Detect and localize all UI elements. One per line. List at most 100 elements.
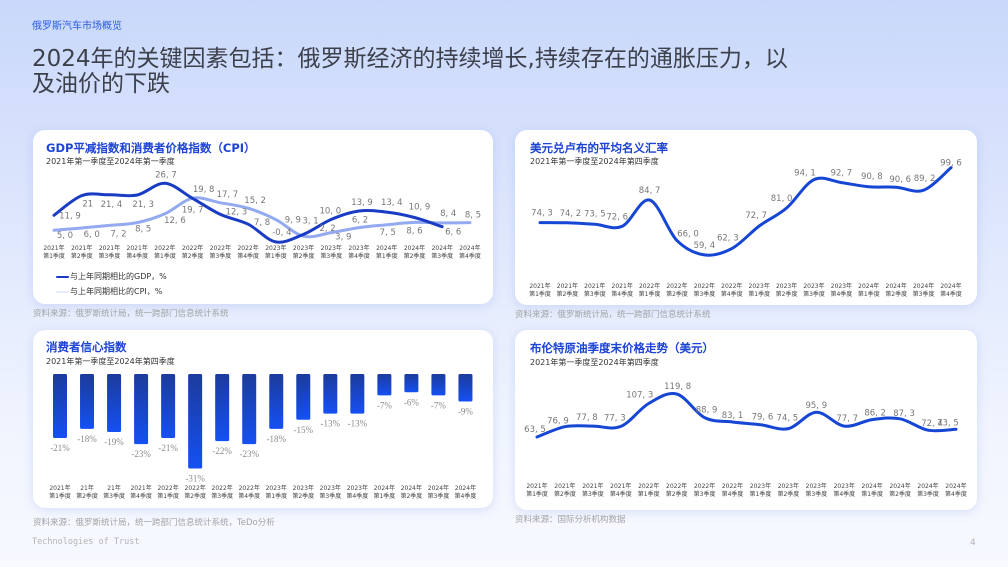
data-label: 7, 5 — [380, 228, 396, 238]
x-axis-year-label: 2024年 — [455, 484, 476, 492]
bar — [107, 374, 122, 432]
x-axis-year-label: 2022年 — [212, 484, 233, 492]
data-label: 90, 8 — [861, 172, 883, 182]
x-axis-year-label: 2021年 — [71, 244, 92, 252]
x-axis-quarter-label: 第4季度 — [459, 252, 481, 260]
section-category: 俄罗斯汽车市场概览 — [32, 21, 122, 32]
x-axis-quarter-label: 第3季度 — [917, 490, 939, 498]
chart-title: 美元兑卢布的平均名义汇率 — [530, 141, 668, 155]
consumer-confidence-bar-chart: 2021年第1季度21年第2季度21年第3季度2021年第4季度2022年第1季… — [49, 374, 476, 500]
x-axis-year-label: 2023年 — [320, 484, 341, 492]
data-label: 77, 8 — [576, 413, 598, 423]
bar-value-label: -7% — [377, 400, 392, 410]
x-axis-year-label: 2022年 — [694, 282, 715, 290]
x-axis-quarter-label: 第1季度 — [49, 492, 71, 500]
data-label: 84, 7 — [639, 186, 661, 196]
x-axis-quarter-label: 第2季度 — [71, 252, 93, 260]
data-label: 15, 2 — [244, 196, 266, 206]
x-axis-quarter-label: 第3季度 — [211, 492, 233, 500]
x-axis-year-label: 2023年 — [750, 482, 771, 490]
x-axis-year-label: 2023年 — [749, 282, 770, 290]
bar-value-label: -23% — [131, 449, 151, 459]
bar-value-label: -19% — [104, 437, 124, 447]
x-axis-year-label: 2022年 — [157, 484, 178, 492]
x-axis-year-label: 2024年 — [432, 244, 453, 252]
chart-subtitle: 2021年第一季度至2024年第四季度 — [530, 157, 659, 166]
data-label: 7, 2 — [110, 229, 126, 239]
data-label: 19, 7 — [182, 205, 204, 215]
data-label: 73, 5 — [584, 209, 606, 219]
x-axis-year-label: 2022年 — [721, 282, 742, 290]
data-label: 7, 8 — [254, 218, 270, 228]
x-axis-year-label: 2024年 — [862, 482, 883, 490]
x-axis-year-label: 2023年 — [347, 484, 368, 492]
x-axis-year-label: 2023年 — [834, 482, 855, 490]
usd-rub-chart-card: 美元兑卢布的平均名义汇率 2021年第一季度至2024年第四季度 2021年 第1… — [515, 130, 977, 305]
bar — [161, 374, 176, 439]
source-note-usd-rub: 资料来源：俄罗斯统计局，统一跨部门信息统计系统 — [515, 310, 711, 320]
chart-subtitle: 2021年第一季度至2024年第四季度 — [46, 357, 175, 366]
brent-chart-card: 布伦特原油季度末价格走势（美元） 2021年第一季度至2024年第四季度 202… — [515, 330, 977, 510]
consumer-confidence-chart-card: 消费者信心指数 2021年第一季度至2024年第四季度 2021年 第1季度 21年… — [33, 330, 493, 508]
x-axis-quarter-label: 第4季度 — [940, 290, 962, 298]
x-axis-year-label: 2024年 — [376, 244, 397, 252]
x-axis-quarter-label: 第2季度 — [76, 492, 98, 500]
x-axis-year-label: 2024年 — [889, 482, 910, 490]
x-axis-quarter-label: 第1季度 — [858, 290, 880, 298]
data-label: 86, 2 — [864, 409, 886, 419]
x-axis-quarter-label: 第2季度 — [293, 252, 315, 260]
gdp-cpi-line-chart: 2021年第1季度2021年第2季度2021年第3季度2021年第4季度2022… — [43, 170, 481, 260]
x-axis-quarter-label: 第3季度 — [431, 252, 453, 260]
x-axis-quarter-label: 第2季度 — [554, 490, 576, 498]
x-axis-year-label: 2023年 — [321, 244, 342, 252]
x-axis-year-label: 2024年 — [945, 482, 966, 490]
bar-value-label: -7% — [431, 400, 446, 410]
x-axis-quarter-label: 第4季度 — [610, 490, 632, 498]
x-axis-quarter-label: 第4季度 — [237, 252, 259, 260]
series-line — [52, 181, 444, 244]
bar-value-label: -13% — [321, 419, 341, 429]
page-title-line-1: 2024年的关键因素包括：俄罗斯经济的持续增长,持续存在的通胀压力，以 — [32, 46, 788, 72]
x-axis-quarter-label: 第3季度 — [99, 252, 121, 260]
data-label: 79, 6 — [752, 413, 774, 423]
x-axis-quarter-label: 第4季度 — [721, 290, 743, 298]
bar-value-label: -21% — [158, 443, 178, 453]
chart-title: 布伦特原油季度末价格走势（美元） — [530, 341, 714, 355]
page-title-line-2: 及油价的下跌 — [32, 71, 170, 97]
x-axis-quarter-label: 第1季度 — [638, 490, 660, 498]
x-axis-year-label: 2022年 — [694, 482, 715, 490]
x-axis-year-label: 2023年 — [778, 482, 799, 490]
series-line — [535, 392, 958, 439]
data-label: 62, 3 — [717, 234, 739, 244]
bar — [215, 374, 230, 442]
data-label: 90, 6 — [889, 175, 911, 185]
x-axis-quarter-label: 第3季度 — [693, 290, 715, 298]
x-axis-year-label: 2021年 — [526, 482, 547, 490]
data-label: 6, 6 — [445, 228, 461, 238]
x-axis-quarter-label: 第1季度 — [529, 290, 551, 298]
data-label: 3, 1 — [302, 216, 318, 226]
x-axis-year-label: 2021年 — [130, 484, 151, 492]
bar-value-label: -23% — [239, 449, 259, 459]
data-label: 12, 3 — [226, 207, 248, 217]
x-axis-year-label: 2024年 — [940, 282, 961, 290]
x-axis-quarter-label: 第3季度 — [103, 492, 125, 500]
legend-label: 与上年同期相比的GDP，% — [70, 272, 167, 281]
x-axis-quarter-label: 第1季度 — [748, 290, 770, 298]
x-axis-quarter-label: 第1季度 — [157, 492, 179, 500]
x-axis-quarter-label: 第2季度 — [400, 492, 422, 500]
x-axis-year-label: 2023年 — [776, 282, 797, 290]
bar — [188, 374, 203, 469]
x-axis-quarter-label: 第3季度 — [320, 252, 342, 260]
x-axis-quarter-label: 第4季度 — [238, 492, 260, 500]
data-label: 77, 3 — [604, 413, 626, 423]
data-label: 26, 7 — [155, 170, 177, 180]
brent-line-chart: 2021年第1季度2021年第2季度2021年第3季度2021年第4季度2022… — [524, 382, 967, 498]
x-axis-year-label: 2023年 — [265, 244, 286, 252]
x-axis-quarter-label: 第1季度 — [373, 492, 395, 500]
x-axis-year-label: 2024年 — [459, 244, 480, 252]
data-label: 8, 5 — [135, 225, 151, 235]
x-axis-quarter-label: 第1季度 — [376, 252, 398, 260]
bar-value-label: -18% — [77, 434, 97, 444]
data-label: 95, 9 — [805, 401, 827, 411]
